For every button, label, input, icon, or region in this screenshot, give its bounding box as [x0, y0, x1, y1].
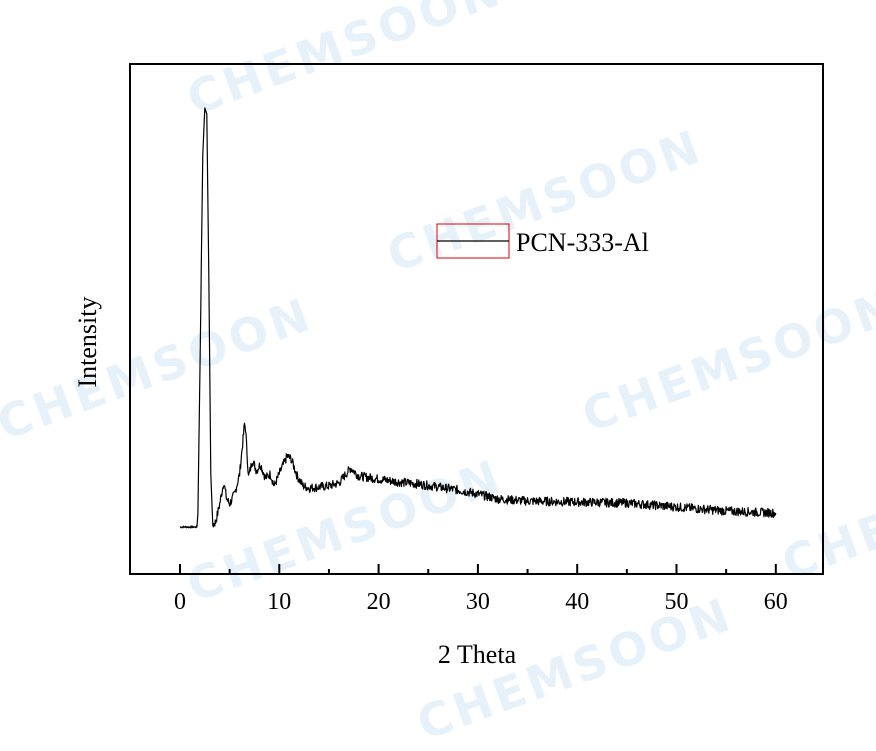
x-tick-label: 20 [367, 589, 391, 615]
xrd-chart: 0 10 20 30 40 50 60 PCN-333-Al 2 Theta Intensi… [73, 63, 824, 669]
x-tick-label: 0 [174, 589, 186, 615]
x-tick-label: 50 [665, 589, 689, 615]
y-axis-title: Intensity [73, 297, 102, 388]
series-line-pcn-333-al [179, 107, 777, 529]
x-tick-label: 30 [466, 589, 490, 615]
x-tick-label: 40 [565, 589, 589, 615]
legend-label: PCN-333-Al [516, 228, 649, 257]
legend: PCN-333-Al [436, 223, 649, 259]
x-tick-label: 60 [764, 589, 788, 615]
plot-frame [129, 63, 824, 575]
x-tick-label: 10 [267, 589, 291, 615]
x-axis-title: 2 Theta [438, 640, 517, 669]
x-axis-ticks: 0 10 20 30 40 50 60 [174, 564, 788, 615]
